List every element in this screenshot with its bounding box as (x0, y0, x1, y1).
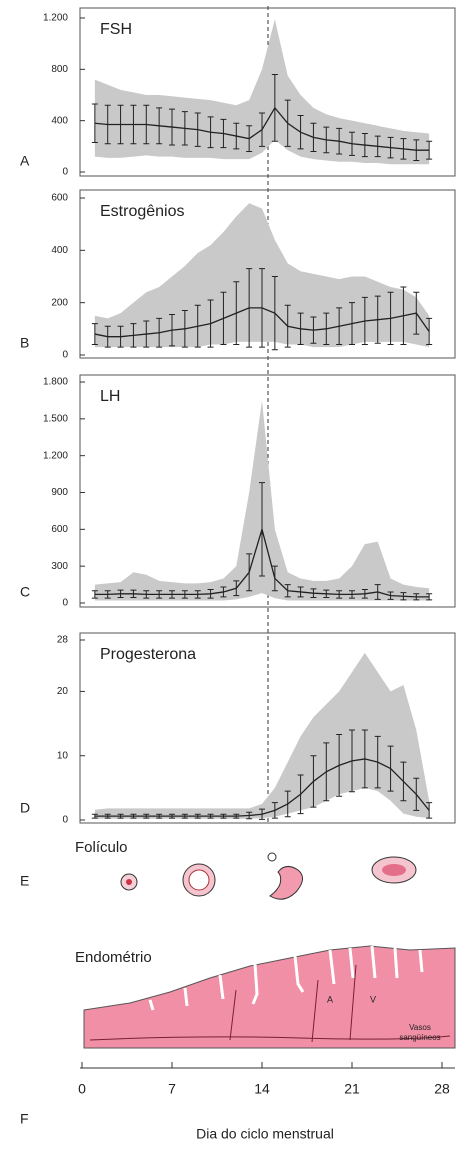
y-tick-label: 400 (51, 245, 68, 256)
vessels-label: Vasos (409, 1023, 431, 1032)
y-tick-label: 1.200 (43, 450, 68, 461)
y-tick-label: 1.500 (43, 413, 68, 424)
y-tick-label: 600 (51, 524, 68, 535)
y-tick-label: 28 (57, 635, 69, 646)
glands (148, 945, 424, 1011)
y-tick-label: 0 (62, 167, 68, 178)
panel-title: FSH (100, 21, 132, 38)
plot-frame (79, 7, 456, 177)
x-tick-label: 0 (78, 1081, 86, 1097)
y-tick-label: 10 (57, 750, 69, 761)
panel-letter: C (20, 584, 30, 600)
x-tick-label: 28 (434, 1081, 450, 1097)
plot-frame (79, 632, 456, 824)
panel-letter: D (20, 800, 30, 816)
x-tick-label: 21 (344, 1081, 360, 1097)
error-bar (91, 813, 98, 819)
vessels (89, 964, 451, 1043)
y-tick-label: 400 (51, 115, 68, 126)
error-bar (426, 593, 433, 601)
error-bar (91, 103, 98, 143)
y-tick-label: 600 (51, 193, 68, 204)
plot-frame (79, 189, 456, 359)
y-tick-label: 0 (62, 350, 68, 361)
error-bar (91, 323, 98, 346)
antrum (188, 869, 210, 891)
mean-line (94, 526, 430, 598)
endometrium-label: Endométrio (75, 949, 152, 966)
panel-title: Estrogênios (100, 203, 185, 220)
error-bar (426, 140, 433, 160)
panel-title: LH (100, 388, 120, 405)
mean-line (94, 307, 430, 338)
y-tick-label: 800 (51, 64, 68, 75)
corpus-luteum-core (382, 864, 406, 876)
error-bar (426, 317, 433, 346)
y-tick-label: 20 (57, 686, 69, 697)
y-tick-label: 0 (62, 815, 68, 826)
artery-label: A (327, 994, 333, 1004)
mean-line (94, 106, 430, 151)
vein-label: V (370, 994, 376, 1004)
x-axis-title: Dia do ciclo menstrual (196, 1126, 334, 1142)
ruptured-follicle (269, 866, 303, 900)
x-tick-label: 14 (254, 1081, 270, 1097)
y-tick-label: 900 (51, 487, 68, 498)
y-tick-label: 200 (51, 297, 68, 308)
panel-letter: F (20, 1111, 29, 1127)
y-tick-label: 300 (51, 561, 68, 572)
y-tick-label: 0 (62, 598, 68, 609)
mean-line (94, 758, 430, 817)
panel-letter: A (20, 153, 30, 169)
vessels-label: sangüíneos (399, 1033, 440, 1042)
panel-title: Progesterona (100, 646, 196, 663)
panel-letter: E (20, 873, 29, 889)
y-tick-label: 1.200 (43, 13, 68, 24)
x-tick-label: 7 (168, 1081, 176, 1097)
oocyte (267, 852, 277, 862)
oocyte (126, 879, 132, 885)
follicle-label: Folículo (75, 839, 128, 856)
y-tick-label: 1.800 (43, 377, 68, 388)
error-bar (91, 590, 98, 599)
range-band (94, 652, 430, 819)
diagram: E Folículo F Endométrio A V Vasos sangüí… (20, 839, 456, 1142)
panel-letter: B (20, 335, 29, 351)
